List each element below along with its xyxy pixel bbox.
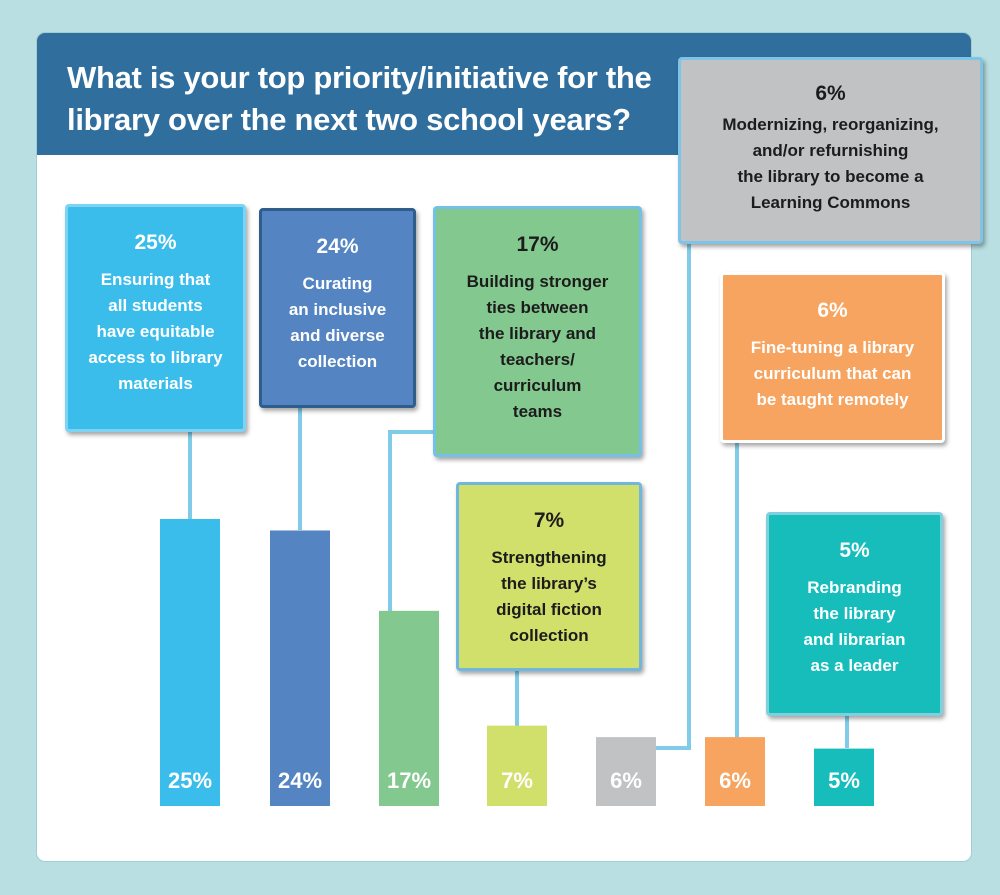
bar-value-label: 17% — [387, 768, 431, 793]
callout-label-line: collection — [509, 626, 589, 645]
callout-label-line: an inclusive — [288, 300, 387, 319]
callout-label-line: curriculum — [493, 376, 582, 395]
callout-percent: 6% — [817, 299, 848, 322]
callout-percent: 5% — [839, 539, 870, 562]
callout-label-line: teachers/ — [500, 350, 575, 369]
callout-box: 6% Modernizing, reorganizing, and/or refur… — [678, 57, 983, 244]
connector-line — [656, 244, 691, 750]
callout-label-line: Rebranding — [807, 578, 902, 597]
bar — [814, 748, 874, 806]
bar — [487, 725, 547, 806]
callout-box: 7% Strengthening the library’s digital fict… — [456, 482, 642, 671]
callout-label-line: have equitable — [96, 322, 215, 341]
callout-label-line: Building stronger — [466, 272, 609, 291]
callout-box: 25% Ensuring that all students have equitab… — [65, 204, 246, 432]
callout-label-line: and diverse — [290, 326, 385, 345]
callout-label-line: Ensuring that — [100, 270, 211, 289]
bar — [596, 737, 656, 806]
callout-label-line: curriculum that can — [753, 364, 912, 383]
callout-label-line: and/or refurnishing — [752, 141, 909, 160]
callout-label-line: Modernizing, reorganizing, — [722, 115, 939, 134]
callout-label-line: digital fiction — [496, 600, 602, 619]
callout-label-line: be taught remotely — [756, 390, 909, 409]
callout-label-line: Learning Commons — [750, 193, 911, 212]
bar-value-label: 6% — [719, 768, 751, 793]
callout-percent: 7% — [533, 509, 565, 532]
callout-box: 5% Rebranding the library and librarian as a… — [766, 512, 943, 716]
callout-label-line: the library to become a — [737, 167, 924, 186]
callout-percent: 6% — [815, 82, 846, 105]
bar — [379, 610, 439, 806]
callout-label-line: and librarian — [803, 630, 906, 649]
chart-title: What is your top priority/initiative for… — [67, 60, 652, 137]
callout-box: 24% Curating an inclusive and diverse collec… — [259, 208, 416, 408]
callout-label-line: access to library — [88, 348, 223, 367]
callout-label-line: the library’s — [501, 574, 597, 593]
callout-label-line: Curating — [302, 274, 373, 293]
bar — [705, 737, 765, 806]
callout-percent: 17% — [516, 233, 559, 256]
callout-percent: 25% — [134, 231, 177, 254]
connector-line — [388, 430, 433, 611]
bar — [270, 530, 330, 806]
callout-box: 6% Fine-tuning a library curriculum that c… — [720, 272, 945, 443]
callout-box: 17% Building stronger ties between the libr… — [433, 206, 642, 457]
callout-label-line: materials — [118, 374, 193, 393]
callout-label-line: Strengthening — [491, 548, 607, 567]
bar-value-label: 24% — [278, 768, 322, 793]
callout-percent: 24% — [316, 235, 359, 258]
callout-label-line: ties between — [486, 298, 589, 317]
callout-label-line: the library and — [478, 324, 597, 343]
bar-value-label: 6% — [610, 768, 642, 793]
callout-label-line: all students — [108, 296, 203, 315]
callout-label-line: collection — [297, 352, 378, 371]
bar-value-label: 7% — [501, 768, 533, 793]
callout-label-line: Fine-tuning a library — [750, 338, 915, 357]
callout-label-line: teams — [512, 402, 563, 421]
bar-value-label: 25% — [168, 768, 212, 793]
bar-value-label: 5% — [828, 768, 860, 793]
callout-label-line: as a leader — [810, 656, 899, 675]
callout-label-line: the library — [813, 604, 896, 623]
bar — [160, 519, 220, 806]
